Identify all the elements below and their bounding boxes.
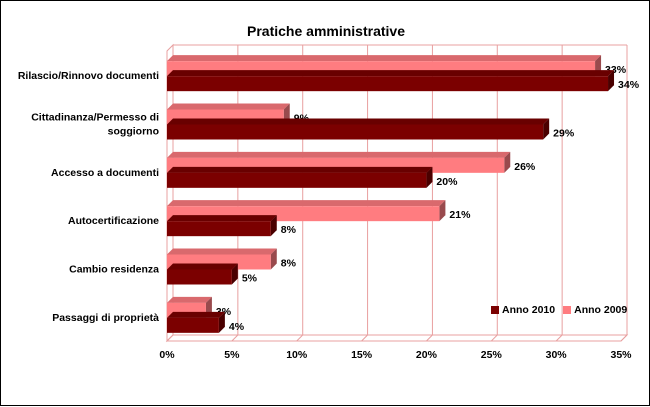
data-label-2010: 29%: [553, 128, 575, 140]
gridline-floor: [166, 334, 174, 342]
bar-2010: [167, 269, 232, 285]
floor: [165, 334, 629, 342]
gridline-floor: [361, 334, 368, 342]
legend-label: Anno 2009: [574, 304, 628, 316]
category-label: Accesso a documenti: [51, 167, 159, 179]
x-tick-label: 20%: [416, 349, 438, 361]
data-label-2010: 5%: [242, 273, 258, 285]
bar-2010: [167, 317, 219, 333]
bar-side-2010: [608, 70, 615, 92]
bar-2010: [167, 76, 609, 92]
x-tick-label: 15%: [351, 349, 373, 361]
bar-2010: [167, 221, 271, 237]
x-tick-label: 10%: [286, 349, 308, 361]
gridline-floor: [555, 334, 563, 342]
gridline-floor: [296, 334, 304, 342]
data-label-2009: 21%: [449, 209, 471, 221]
bar-side-2009: [270, 248, 277, 270]
legend-item: Anno 2010: [491, 304, 555, 316]
chart-legend: Anno 2010 Anno 2009: [491, 304, 627, 316]
bar-top-2009: [167, 200, 446, 207]
bar-top-2010: [167, 166, 433, 173]
bar-top-2009: [167, 296, 212, 303]
bar-side-2010: [231, 263, 238, 285]
bar-top-2009: [167, 248, 277, 255]
bar-side-2010: [218, 311, 225, 333]
bar-2010: [167, 172, 427, 188]
bar-top-2010: [167, 70, 615, 77]
category-label: Autocertificazione: [68, 215, 159, 227]
x-tick-label: 25%: [481, 349, 503, 361]
category-label: Rilascio/Rinnovo documenti: [18, 70, 159, 82]
gridline-floor: [620, 334, 628, 342]
gridline-floor: [231, 334, 239, 342]
gridline-floor: [426, 334, 433, 342]
data-label-2010: 4%: [229, 321, 245, 333]
category-label: Cambio residenza: [69, 264, 159, 276]
bar-side-2009: [439, 200, 446, 222]
bar-top-2010: [167, 215, 277, 222]
data-label-2009: 26%: [514, 161, 536, 173]
legend-swatch: [491, 306, 499, 314]
legend-item: Anno 2009: [563, 304, 627, 316]
bar-top-2009: [167, 151, 511, 158]
legend-swatch: [563, 306, 572, 314]
bar-side-2010: [426, 166, 433, 188]
bar-side-2010: [270, 215, 277, 237]
chart-title: Pratiche amministrative: [247, 23, 405, 39]
bar-top-2010: [167, 311, 225, 318]
data-label-2009: 8%: [281, 258, 297, 270]
data-label-2010: 34%: [618, 79, 640, 91]
category-label: Passaggi di proprietà: [52, 312, 159, 324]
gridline-floor: [490, 334, 498, 342]
x-tick-label: 0%: [159, 349, 175, 361]
bar-side-2009: [504, 151, 511, 173]
bar-top-2010: [167, 118, 550, 125]
legend-label: Anno 2010: [502, 304, 556, 316]
x-tick-label: 35%: [610, 349, 632, 361]
x-tick-label: 5%: [224, 349, 240, 361]
data-label-2010: 20%: [436, 176, 458, 188]
category-label: Cittadinanza/Permesso di soggiorno: [31, 112, 159, 138]
bar-2010: [167, 124, 544, 140]
x-tick-label: 30%: [546, 349, 568, 361]
bar-top-2009: [167, 55, 602, 62]
data-label-2010: 8%: [281, 224, 297, 236]
bar-top-2009: [167, 103, 290, 110]
bar-top-2010: [167, 263, 238, 270]
bar-side-2010: [543, 118, 550, 140]
